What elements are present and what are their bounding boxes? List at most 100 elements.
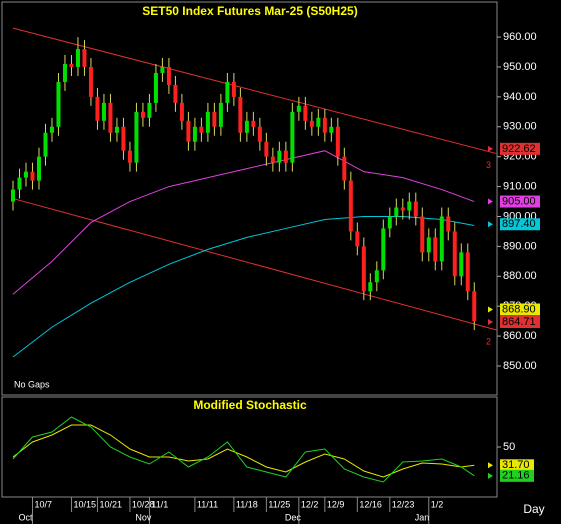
chart-title: SET50 Index Futures Mar-25 (S50H25) [142,4,357,18]
candle-body [316,117,321,127]
candle-body [30,171,35,181]
y-tick-label: 960.00 [503,31,537,43]
candle-body [394,207,399,217]
candle-body [225,81,230,103]
price-label: 864.71 [502,316,536,328]
candle-body [134,111,139,163]
month-label: Jan [415,512,430,522]
candle-body [400,207,405,211]
y-tick-label: 850.00 [503,360,537,372]
candle-body [387,216,392,229]
stoch-label: 31.70 [502,459,530,471]
candle-body [17,177,22,190]
candle-body [95,96,100,121]
price-arrow [488,306,493,313]
x-tick-label: 10/28 [132,499,155,509]
y-tick-label: 950.00 [503,61,537,73]
candle-body [36,156,41,181]
stoch-label-bg [500,469,534,482]
stoch-arrow [488,472,493,479]
candle-body [257,126,262,142]
trendline [12,27,498,155]
y-tick-label: 860.00 [503,330,537,342]
x-unit-label: Day [523,502,544,516]
price-arrow [488,221,493,228]
price-arrow [488,319,493,326]
note: No Gaps [14,379,50,389]
candle-body [283,150,288,163]
candle-body [140,111,145,118]
candle-body [413,201,418,217]
price-label: 897.40 [502,218,536,230]
candle-body [82,49,87,67]
candle-body [329,126,334,133]
y-tick-label: 910.00 [503,180,537,192]
candle-body [348,180,353,232]
candle-body [231,81,236,97]
candle-body [75,49,80,67]
candle-body [238,96,243,133]
candle-body [309,120,314,127]
candle-body [186,120,191,142]
candle-body [62,63,67,82]
x-tick-label: 11/18 [236,499,258,509]
price-label-bg [500,218,540,231]
price-label-bg [500,316,540,329]
candle-body [192,126,197,142]
candle-body [420,216,425,253]
candle-body [472,291,477,322]
candle-body [452,231,457,277]
candle-body [335,126,340,157]
candle-body [127,150,132,163]
candle-body [342,156,347,181]
x-tick-label: 10/15 [73,499,96,509]
candle-body [147,102,152,118]
candle-body [277,150,282,163]
month-label: Nov [135,512,152,522]
candle-body [368,282,373,292]
trendline-label: 3 [486,160,491,170]
candle-body [322,117,327,133]
candle-body [166,66,171,85]
price-arrow [488,198,493,205]
stochastic-line [12,416,475,483]
candle-body [446,216,451,232]
price-label: 868.90 [502,303,536,315]
y-tick-label: 890.00 [503,240,537,252]
candle-body [179,102,184,121]
candle-body [56,81,61,127]
candle-body [121,126,126,151]
candle-body [108,102,113,133]
moving-average [12,150,475,295]
x-tick-label: 10/7 [34,499,52,509]
candle-body [218,102,223,127]
x-tick-label: 10/21 [99,499,122,509]
x-tick-label: 12/2 [301,499,319,509]
y-tick-label: 930.00 [503,121,537,133]
candle-body [426,237,431,253]
y-tick-label: 940.00 [503,91,537,103]
candle-body [374,270,379,283]
stochastic-line [12,424,475,478]
candle-body [381,228,386,271]
candle-body [270,156,275,163]
price-label-bg [500,303,540,316]
candle-body [251,120,256,127]
x-tick-label: 12/23 [392,499,415,509]
candle-body [69,63,74,67]
candle-body [264,141,269,157]
x-tick-label: 11/11 [197,499,218,509]
stochastic-title: Modified Stochastic [193,398,307,412]
trendline-label: 2 [486,336,491,346]
candle-body [212,111,217,127]
x-tick-label: 11/1 [151,499,168,509]
candle-body [23,171,28,178]
x-tick-label: 12/16 [359,499,382,509]
candle-body [361,246,366,292]
candle-body [43,132,48,157]
stoch-arrow [488,462,493,469]
candle-body [10,189,15,202]
y-tick-label: 880.00 [503,270,537,282]
candle-body [114,126,119,133]
